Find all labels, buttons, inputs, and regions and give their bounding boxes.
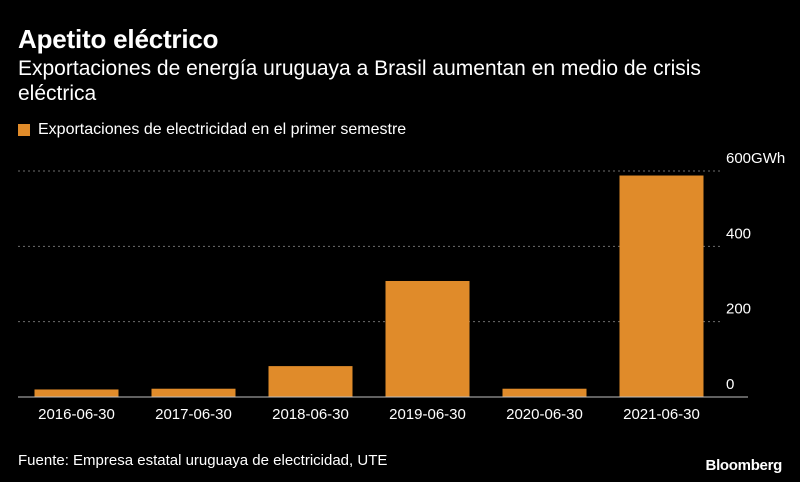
bloomberg-logo: Bloomberg — [705, 457, 783, 474]
x-tick-label: 2016-06-30 — [38, 406, 115, 423]
x-tick-label: 2021-06-30 — [623, 406, 700, 423]
x-axis-ticks: 2016-06-30 2017-06-30 2018-06-30 2019-06-30… — [38, 406, 700, 423]
y-tick-label: 200 — [726, 301, 751, 318]
bar — [34, 389, 119, 397]
bar — [502, 388, 587, 397]
y-tick-label: 600GWh — [726, 150, 785, 167]
bars — [34, 175, 704, 397]
bar — [268, 366, 353, 397]
bar — [619, 175, 704, 397]
legend-swatch — [18, 124, 30, 136]
chart-subtitle: Exportaciones de energía uruguaya a Bras… — [18, 57, 701, 105]
legend-label: Exportaciones de electricidad en el prim… — [38, 121, 407, 138]
y-tick-label: 0 — [726, 376, 734, 393]
y-tick-label: 400 — [726, 225, 751, 242]
grid-lines — [18, 170, 720, 323]
bar — [385, 280, 470, 397]
bar — [151, 388, 236, 397]
x-tick-label: 2020-06-30 — [506, 406, 583, 423]
chart-title: Apetito eléctrico — [18, 24, 219, 54]
y-axis-ticks: 0 200 400 600GWh — [726, 150, 785, 393]
legend: Exportaciones de electricidad en el prim… — [18, 121, 406, 139]
x-tick-label: 2019-06-30 — [389, 406, 466, 423]
x-tick-label: 2017-06-30 — [155, 406, 232, 423]
x-tick-label: 2018-06-30 — [272, 406, 349, 423]
source-note: Fuente: Empresa estatal uruguaya de elec… — [18, 452, 388, 469]
